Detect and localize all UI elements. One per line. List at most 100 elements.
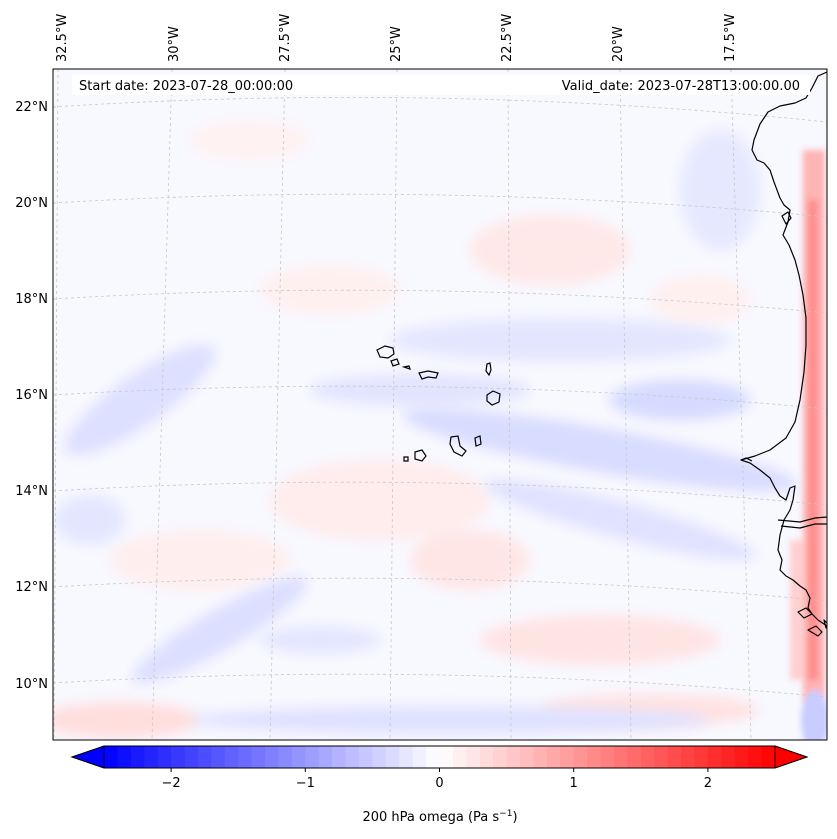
colorbar-cell: [211, 746, 226, 768]
colorbar-cell: [184, 746, 199, 768]
colorbar-cell: [439, 746, 454, 768]
map-panel: [53, 69, 827, 740]
colorbar-outline: [70, 745, 809, 769]
valid-date-label: Valid_date: 2023-07-28T13:00:00.00: [562, 79, 800, 94]
colorbar-cell: [224, 746, 239, 768]
lon-label: 17.5°W: [723, 14, 738, 62]
gridline-lat-12: [53, 577, 827, 602]
latitude-labels: 22°N 20°N 18°N 16°N 14°N 12°N 10°N: [15, 100, 48, 692]
lat-label: 18°N: [15, 292, 48, 307]
gridline-lon-25: [389, 69, 398, 740]
omega-negative-patches: [55, 130, 797, 734]
colorbar-extend-max: [774, 745, 809, 769]
gridline-lon-17.5: [730, 69, 752, 740]
colorbar-cell: [305, 746, 320, 768]
cape-verde-islands: [376, 345, 501, 462]
colorbar-cell: [452, 746, 467, 768]
colorbar-cell: [748, 746, 762, 768]
colorbar-cell: [144, 746, 159, 768]
lat-label: 12°N: [15, 580, 48, 595]
colorbar-cell: [721, 746, 736, 768]
coastline-gambia-river-south: [780, 523, 827, 529]
coastline-gambia-river: [777, 516, 827, 523]
colorbar-cell: [667, 746, 682, 768]
colorbar-label-close: ): [512, 810, 517, 825]
colorbar-cell: [520, 746, 534, 768]
colorbar-cell: [426, 746, 440, 768]
colorbar-cell: [291, 746, 306, 768]
annotation-background: [72, 75, 810, 95]
lon-label: 22.5°W: [500, 14, 515, 62]
colorbar-cell: [332, 746, 346, 768]
island-santo-antao: [376, 345, 395, 359]
colorbar-cell: [761, 746, 776, 768]
graticule: [53, 69, 827, 740]
lon-label: 32.5°W: [55, 14, 70, 62]
gridline-lat-22: [53, 96, 827, 123]
colorbar-cell: [117, 746, 132, 768]
omega-coastal-band: [790, 150, 827, 740]
island-fogo: [414, 449, 427, 462]
colorbar-cell: [546, 746, 561, 768]
colorbar-cell: [130, 746, 145, 768]
colorbar-cell: [573, 746, 588, 768]
lon-label: 25°W: [389, 26, 404, 62]
colorbar: −2 −1 0 1 2 200 hPa omega (Pa s−1): [70, 745, 809, 825]
colorbar-cell: [707, 746, 722, 768]
colorbar-cell: [278, 746, 293, 768]
colorbar-cell: [157, 746, 172, 768]
lat-label: 10°N: [15, 677, 48, 692]
map-frame: [52, 68, 828, 741]
island-sal: [485, 362, 492, 377]
gridline-lat-14: [53, 481, 827, 506]
colorbar-cell: [345, 746, 360, 768]
island-maio: [474, 435, 482, 447]
lat-label: 22°N: [15, 100, 48, 115]
colorbar-cells: [104, 746, 776, 768]
colorbar-cell: [251, 746, 266, 768]
colorbar-cell: [506, 746, 521, 768]
island-santa-luzia: [401, 365, 411, 370]
island-brava: [403, 456, 409, 462]
colorbar-cell: [654, 746, 669, 768]
lon-label: 30°W: [167, 26, 182, 62]
colorbar-cell: [479, 746, 494, 768]
colorbar-cell: [318, 746, 333, 768]
colorbar-cell: [385, 746, 400, 768]
coastline-mauritania-senegal: [740, 71, 827, 627]
colorbar-tick-label: −1: [296, 776, 315, 791]
gridline-lon-22.5: [507, 69, 512, 740]
colorbar-cell: [358, 746, 373, 768]
colorbar-cell: [197, 746, 212, 768]
gridline-lon-30: [151, 69, 173, 740]
colorbar-cell: [265, 746, 279, 768]
omega-positive-patches: [53, 120, 760, 738]
colorbar-label-exponent: −1: [499, 809, 512, 819]
lat-label: 16°N: [15, 388, 48, 403]
colorbar-cell: [412, 746, 427, 768]
colorbar-cell: [466, 746, 481, 768]
longitude-labels: 32.5°W 30°W 27.5°W 25°W 22.5°W 20°W 17.5…: [55, 14, 738, 62]
colorbar-cell: [533, 746, 548, 768]
lat-label: 14°N: [15, 484, 48, 499]
start-date-label: Start date: 2023-07-28_00:00:00: [79, 79, 293, 94]
island-boa-vista: [486, 390, 501, 406]
colorbar-cell: [372, 746, 387, 768]
colorbar-label-main: 200 hPa omega (Pa s: [362, 810, 499, 825]
lon-label: 20°W: [611, 26, 626, 62]
gridline-lon-32.5: [53, 69, 59, 740]
colorbar-cell: [613, 746, 628, 768]
coastline-cap-vert-peninsula: [740, 457, 753, 462]
colorbar-label: 200 hPa omega (Pa s−1): [362, 809, 517, 825]
colorbar-tick-label: 2: [704, 776, 712, 791]
colorbar-extend-min: [70, 745, 105, 769]
gridline-lat-20: [53, 193, 827, 218]
coastline-bijagos: [797, 607, 827, 637]
colorbar-cell: [600, 746, 615, 768]
colorbar-tick-label: 1: [570, 776, 578, 791]
coastline: [740, 71, 827, 637]
gridline-lat-18: [53, 289, 827, 314]
colorbar-cell: [640, 746, 655, 768]
colorbar-ticks: −2 −1 0 1 2: [162, 768, 712, 791]
